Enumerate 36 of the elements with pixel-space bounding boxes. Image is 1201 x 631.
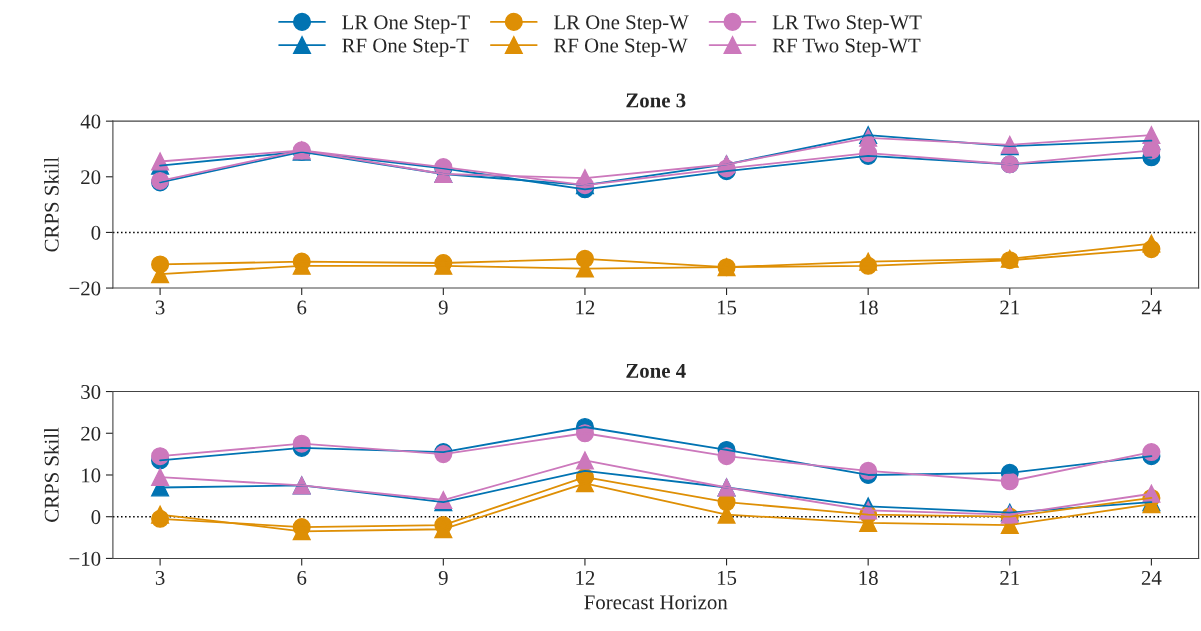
- y-tick-label: 20: [81, 170, 101, 185]
- y-tick-label: −20: [69, 281, 101, 296]
- y-tick-label: −10: [69, 551, 101, 566]
- x-tick-label: 9: [438, 300, 448, 315]
- x-tick-label: 3: [155, 300, 165, 315]
- y-axis-title: CRPS Skill: [44, 157, 59, 252]
- x-tick-label: 24: [1141, 300, 1162, 315]
- legend-label: RF One Step-T: [342, 38, 469, 57]
- y-tick-label: 10: [82, 468, 101, 483]
- x-tick-label: 18: [859, 570, 878, 585]
- y-tick-label: 0: [91, 510, 101, 525]
- y-tick-label: 30: [81, 384, 101, 399]
- y-tick-label: 0: [91, 225, 101, 240]
- x-tick-label: 18: [859, 300, 878, 315]
- y-tick-label: 40: [80, 114, 101, 129]
- y-tick-label: 20: [81, 426, 101, 441]
- x-tick-label: 24: [1141, 570, 1162, 585]
- x-tick-label: 3: [155, 570, 165, 585]
- chart-title: Zone 4: [626, 363, 686, 378]
- legend-label: LR One Step-T: [342, 15, 470, 34]
- x-tick-label: 12: [576, 570, 595, 585]
- chart-title: Zone 3: [626, 93, 686, 108]
- x-tick-label: 9: [438, 570, 448, 585]
- y-axis-title: CRPS Skill: [44, 427, 59, 522]
- legend-label: LR Two Step-WT: [772, 15, 922, 34]
- legend-label: LR One Step-W: [554, 15, 689, 34]
- x-tick-label: 21: [1000, 570, 1019, 585]
- x-tick-label: 6: [297, 300, 307, 315]
- x-axis-title: Forecast Horizon: [584, 595, 728, 610]
- x-tick-label: 6: [297, 570, 307, 585]
- x-tick-label: 15: [717, 300, 737, 315]
- legend-label: RF One Step-W: [554, 38, 688, 57]
- x-tick-label: 15: [717, 570, 737, 585]
- x-tick-label: 21: [1000, 300, 1019, 315]
- legend-label: RF Two Step-WT: [772, 38, 921, 57]
- x-tick-label: 12: [576, 300, 595, 315]
